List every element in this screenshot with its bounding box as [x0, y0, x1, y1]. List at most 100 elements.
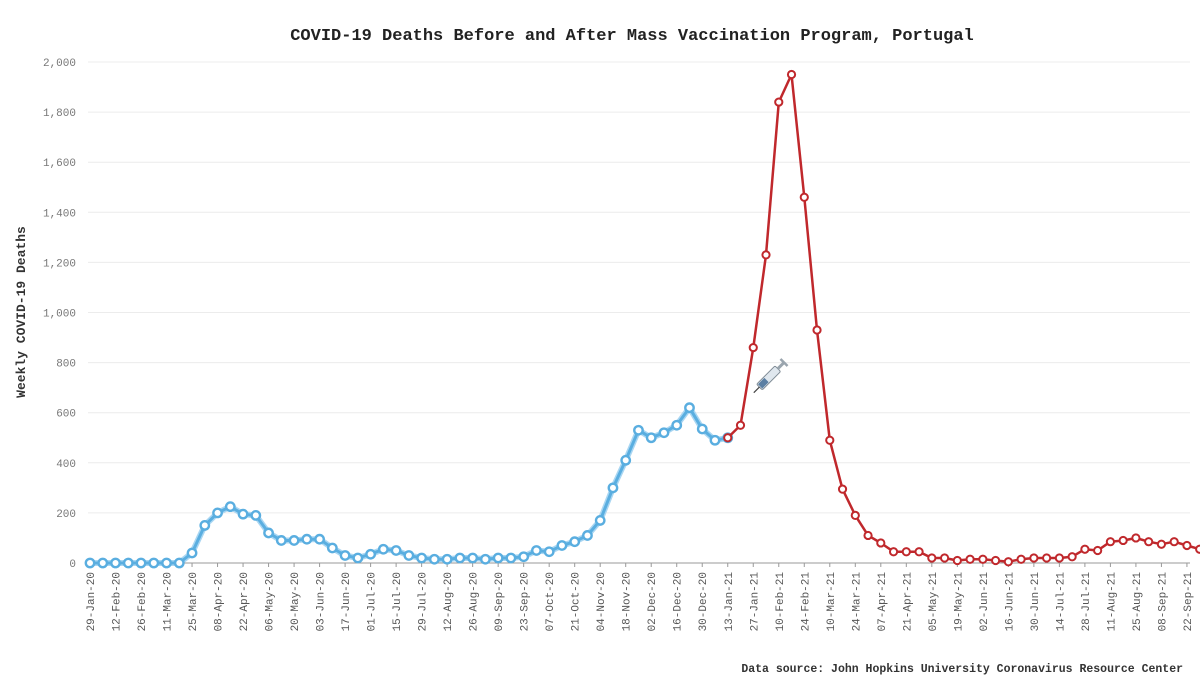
data-point — [799, 192, 809, 202]
y-tick-label: 800 — [56, 359, 76, 371]
data-point — [825, 435, 835, 445]
x-tick-label: 21-Oct-20 — [571, 572, 583, 631]
data-point — [224, 501, 236, 513]
data-point — [556, 540, 568, 551]
x-tick-label: 07-Oct-20 — [545, 572, 557, 631]
data-point — [582, 530, 593, 541]
data-point — [326, 542, 338, 554]
y-tick-label: 600 — [56, 409, 76, 421]
data-point — [1169, 537, 1179, 547]
data-point — [812, 325, 822, 335]
data-point — [110, 557, 121, 569]
data-point — [518, 551, 530, 563]
data-point — [965, 554, 975, 564]
x-tick-label: 17-Jun-20 — [341, 572, 353, 631]
data-point — [569, 536, 581, 548]
data-point — [607, 482, 619, 494]
data-point — [135, 557, 147, 569]
x-tick-label: 01-Jul-20 — [367, 572, 379, 631]
series-line — [726, 73, 1200, 563]
series-after-vaccination — [723, 69, 1200, 567]
data-point — [1054, 553, 1064, 563]
data-point — [1080, 544, 1090, 554]
x-tick-label: 19-May-21 — [953, 572, 965, 632]
x-tick-label: 02-Jun-21 — [979, 572, 991, 632]
data-point — [939, 553, 950, 563]
data-point — [620, 454, 632, 466]
data-point — [1144, 537, 1154, 547]
data-point — [467, 552, 479, 564]
data-point — [633, 424, 644, 436]
x-tick-label: 30-Jun-21 — [1030, 572, 1042, 632]
data-point — [403, 550, 415, 561]
syringe-plunger-cap — [779, 358, 789, 367]
syringe-icon — [753, 358, 789, 394]
data-point — [237, 508, 249, 520]
data-point — [1067, 552, 1077, 562]
data-point — [735, 420, 746, 430]
x-tick-label: 26-Aug-20 — [469, 572, 481, 631]
data-point — [199, 520, 211, 531]
data-point — [696, 423, 708, 435]
x-tick-label: 23-Sep-20 — [520, 572, 532, 631]
x-tick-label: 06-May-20 — [265, 572, 277, 631]
x-tick-label: 24-Feb-21 — [800, 572, 812, 632]
x-tick-label: 03-Jun-20 — [316, 572, 328, 631]
series-line — [90, 406, 729, 565]
data-point — [301, 533, 313, 545]
x-tick-label: 11-Aug-21 — [1106, 572, 1118, 632]
y-tick-label: 1,200 — [43, 258, 76, 270]
x-tick-label: 16-Jun-21 — [1004, 572, 1016, 632]
data-point — [1118, 535, 1128, 546]
x-tick-label: 26-Feb-20 — [137, 572, 149, 631]
x-tick-label: 08-Apr-20 — [214, 572, 226, 631]
x-tick-label: 05-May-21 — [928, 572, 940, 632]
data-point — [288, 535, 300, 546]
y-axis-ticks: 0 200 400 600 800 1,000 1,200 1,400 1,600 1,800 2,… — [43, 58, 76, 571]
x-tick-label: 12-Aug-20 — [443, 572, 455, 631]
data-point — [876, 538, 886, 548]
data-point — [365, 548, 377, 560]
x-tick-label: 29-Jul-20 — [418, 572, 430, 631]
data-point — [709, 434, 721, 446]
x-tick-label: 08-Sep-21 — [1157, 572, 1169, 632]
data-point — [1156, 539, 1167, 549]
data-point — [1182, 540, 1192, 551]
x-tick-label: 10-Feb-21 — [775, 572, 787, 632]
data-point — [148, 557, 160, 569]
data-point — [1016, 554, 1026, 564]
data-point — [723, 433, 733, 443]
x-tick-label: 16-Dec-20 — [673, 572, 685, 631]
y-axis-label: Weekly COVID-19 Deaths — [14, 226, 29, 398]
series-line-glow — [90, 404, 729, 566]
data-point — [927, 553, 937, 563]
x-tick-label: 12-Feb-20 — [112, 572, 124, 631]
data-point — [1195, 544, 1200, 554]
data-point — [978, 554, 988, 564]
x-tick-label: 21-Apr-21 — [902, 572, 914, 632]
data-point — [390, 545, 402, 556]
data-point — [748, 342, 758, 353]
data-point — [914, 547, 924, 557]
x-tick-label: 25-Mar-20 — [188, 572, 200, 631]
x-tick-label: 30-Dec-20 — [698, 572, 710, 631]
data-point — [786, 69, 797, 80]
x-tick-label: 09-Sep-20 — [494, 572, 506, 631]
x-tick-label: 13-Jan-21 — [724, 572, 736, 632]
data-point — [991, 555, 1001, 566]
annotations — [753, 358, 789, 394]
data-point — [594, 515, 606, 526]
data-point — [863, 530, 873, 541]
data-point — [441, 553, 453, 565]
data-point — [1003, 557, 1013, 567]
x-tick-label: 04-Nov-20 — [596, 572, 608, 631]
y-tick-label: 400 — [56, 459, 76, 471]
x-tick-label: 28-Jul-21 — [1081, 572, 1093, 632]
data-point — [761, 250, 771, 260]
data-point — [161, 557, 172, 569]
data-point — [339, 550, 351, 561]
y-tick-label: 2,000 — [43, 58, 76, 70]
x-tick-label: 27-Jan-21 — [749, 572, 761, 632]
data-point — [837, 484, 848, 494]
data-point — [1093, 545, 1103, 556]
